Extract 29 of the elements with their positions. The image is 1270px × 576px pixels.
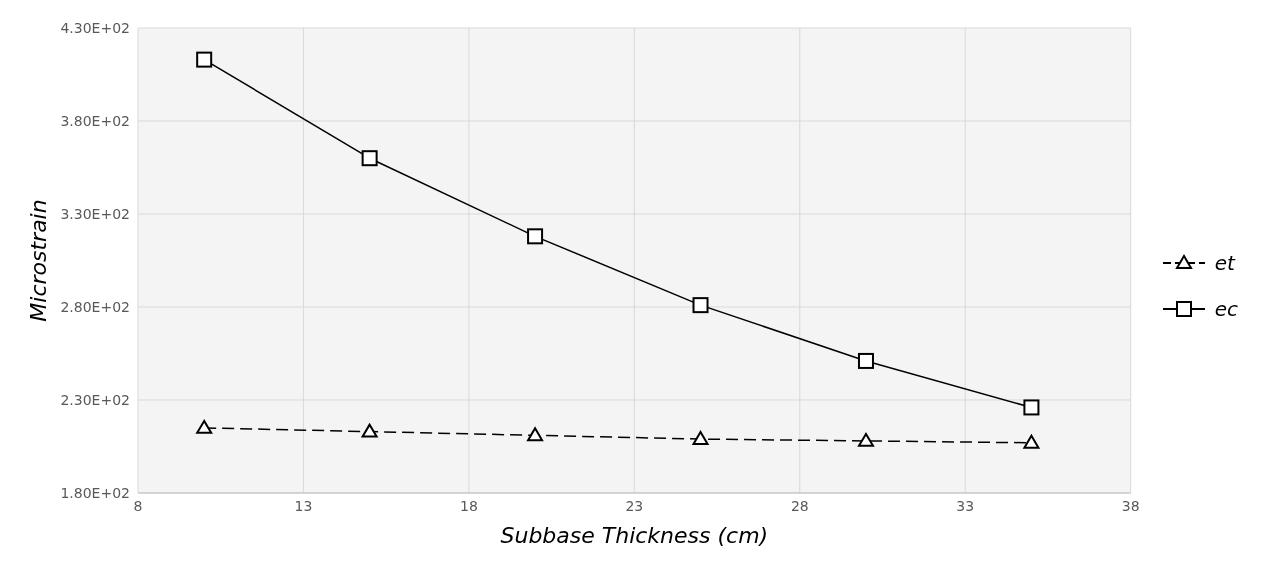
x-tick-label: 33: [956, 497, 975, 514]
x-tick-label: 8: [133, 497, 143, 514]
point: [196, 419, 213, 434]
legend-label: et: [1214, 250, 1235, 275]
y-tick-label: 1.80E+02: [60, 484, 130, 501]
x-tick-label: 28: [790, 497, 809, 514]
x-tick-label: 38: [1121, 497, 1140, 514]
y-tick-label: 3.80E+02: [60, 112, 130, 129]
point: [857, 432, 874, 447]
point: [527, 427, 544, 442]
point: [1023, 434, 1040, 449]
legend-label: ec: [1214, 296, 1238, 321]
x-tick-label: 18: [459, 497, 478, 514]
y-tick-label: 3.30E+02: [60, 205, 130, 222]
x-tick-label: 13: [294, 497, 313, 514]
point: [692, 431, 709, 445]
point: [527, 228, 544, 245]
y-axis-title: Microstrain: [25, 199, 51, 322]
x-axis-title: Subbase Thickness (cm): [500, 523, 769, 548]
point: [857, 352, 874, 369]
point: [1023, 399, 1040, 416]
point: [692, 297, 709, 314]
point: [361, 150, 378, 167]
point: [196, 51, 213, 68]
y-tick-label: 4.30E+02: [60, 19, 130, 36]
point: [361, 423, 378, 438]
x-tick-label: 23: [625, 497, 644, 514]
y-tick-label: 2.30E+02: [60, 391, 130, 408]
y-tick-label: 2.80E+02: [60, 298, 130, 315]
